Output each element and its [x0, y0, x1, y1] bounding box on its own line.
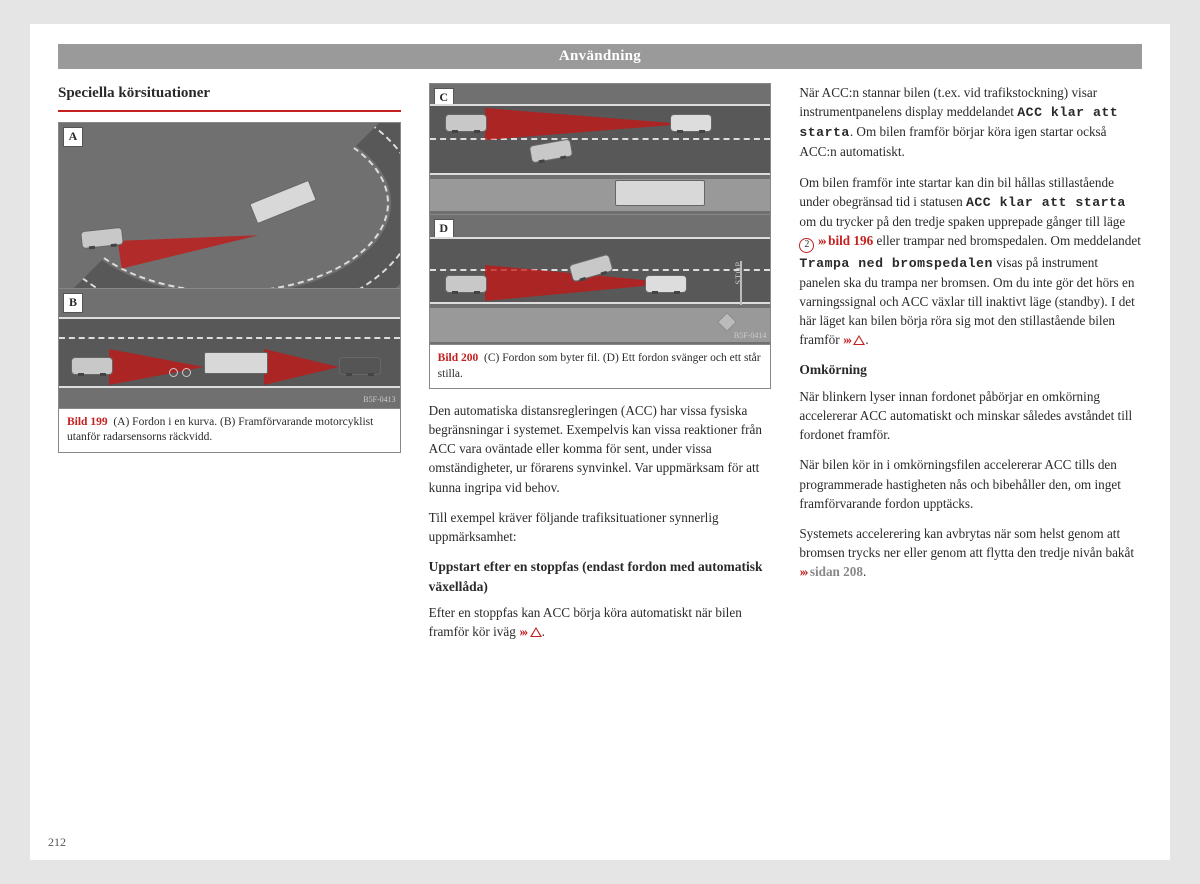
diagram-label-b: B	[63, 293, 83, 313]
section-header: Användning	[58, 44, 1142, 69]
car-icon	[71, 357, 113, 375]
text-span: .	[542, 624, 545, 639]
manual-page: Användning Speciella körsituationer A	[30, 24, 1170, 860]
text-span: eller trampar ned bromspedalen. Om medde…	[873, 233, 1141, 248]
truck-icon	[204, 352, 268, 374]
radar-cone-icon	[485, 108, 685, 140]
section-title: Speciella körsituationer	[58, 83, 401, 112]
body-text: Den automatiska distansregleringen (ACC)…	[429, 401, 772, 497]
chevron-icon: ›››	[843, 332, 850, 347]
subheading: Uppstart efter en stoppfas (endast fordo…	[429, 557, 772, 596]
figure-id: B5F-0414	[734, 330, 766, 342]
page-number: 212	[48, 835, 66, 850]
cross-reference[interactable]: sidan 208	[810, 564, 863, 579]
trailer-icon	[615, 180, 705, 206]
column-3: När ACC:n stannar bilen (t.ex. vid trafi…	[799, 83, 1142, 652]
caption-text: (C) Fordon som byter fil. (D) Ett fordon…	[438, 352, 761, 380]
caption-ref: Bild 200	[438, 352, 479, 364]
display-message: Trampa ned bromspedalen	[799, 256, 993, 271]
body-text: När blinkern lyser innan fordonet påbörj…	[799, 387, 1142, 444]
chevron-icon: ›››	[799, 564, 806, 579]
body-text: Systemets accelerering kan avbrytas när …	[799, 524, 1142, 581]
body-text: När bilen kör in i omkörningsfilen accel…	[799, 455, 1142, 512]
text-span: .	[865, 332, 868, 347]
body-text: Till exempel kräver följande trafiksitua…	[429, 508, 772, 546]
stop-text: STOP	[733, 261, 745, 284]
three-column-layout: Speciella körsituationer A B	[58, 83, 1142, 652]
radar-cone-icon	[264, 349, 339, 385]
chevron-icon: ›››	[818, 233, 825, 248]
car-icon	[670, 114, 712, 132]
diagram-label-d: D	[434, 219, 454, 239]
chevron-icon: ›››	[519, 624, 526, 639]
figure-id: B5F-0413	[363, 394, 395, 406]
figure-200: C D	[429, 83, 772, 389]
column-2: C D	[429, 83, 772, 652]
cross-reference[interactable]: bild 196	[828, 233, 873, 248]
figure-200-caption: Bild 200 (C) Fordon som byter fil. (D) E…	[430, 344, 771, 388]
display-message: ACC klar att starta	[966, 195, 1126, 210]
body-text: Om bilen framför inte startar kan din bi…	[799, 173, 1142, 350]
diagram-b: B B5F-0413	[59, 288, 400, 408]
text-span: Systemets accelerering kan avbrytas när …	[799, 526, 1134, 560]
diagram-a: A	[59, 123, 400, 288]
figure-199: A B	[58, 122, 401, 453]
body-text: Efter en stoppfas kan ACC börja köra aut…	[429, 603, 772, 641]
diagram-d: D STOP B5F-0414	[430, 214, 771, 344]
text-span: om du trycker på den tredje spaken uppre…	[799, 214, 1125, 229]
figure-199-caption: Bild 199 (A) Fordon i en kurva. (B) Fram…	[59, 408, 400, 452]
text-span: .	[863, 564, 866, 579]
warning-triangle-icon	[530, 627, 542, 637]
text-span: Efter en stoppfas kan ACC börja köra aut…	[429, 605, 742, 639]
car-icon	[445, 114, 487, 132]
warning-triangle-icon	[853, 335, 865, 345]
car-icon	[339, 357, 381, 375]
caption-text: (A) Fordon i en kurva. (B) Framförvarand…	[67, 416, 373, 444]
column-1: Speciella körsituationer A B	[58, 83, 401, 652]
car-icon	[445, 275, 487, 293]
body-text: När ACC:n stannar bilen (t.ex. vid trafi…	[799, 83, 1142, 162]
position-marker: 2	[799, 238, 814, 253]
caption-ref: Bild 199	[67, 416, 108, 428]
motorcycle-icon	[169, 367, 191, 377]
car-icon	[645, 275, 687, 293]
diagram-c: C	[430, 84, 771, 214]
subheading: Omkörning	[799, 360, 1142, 380]
